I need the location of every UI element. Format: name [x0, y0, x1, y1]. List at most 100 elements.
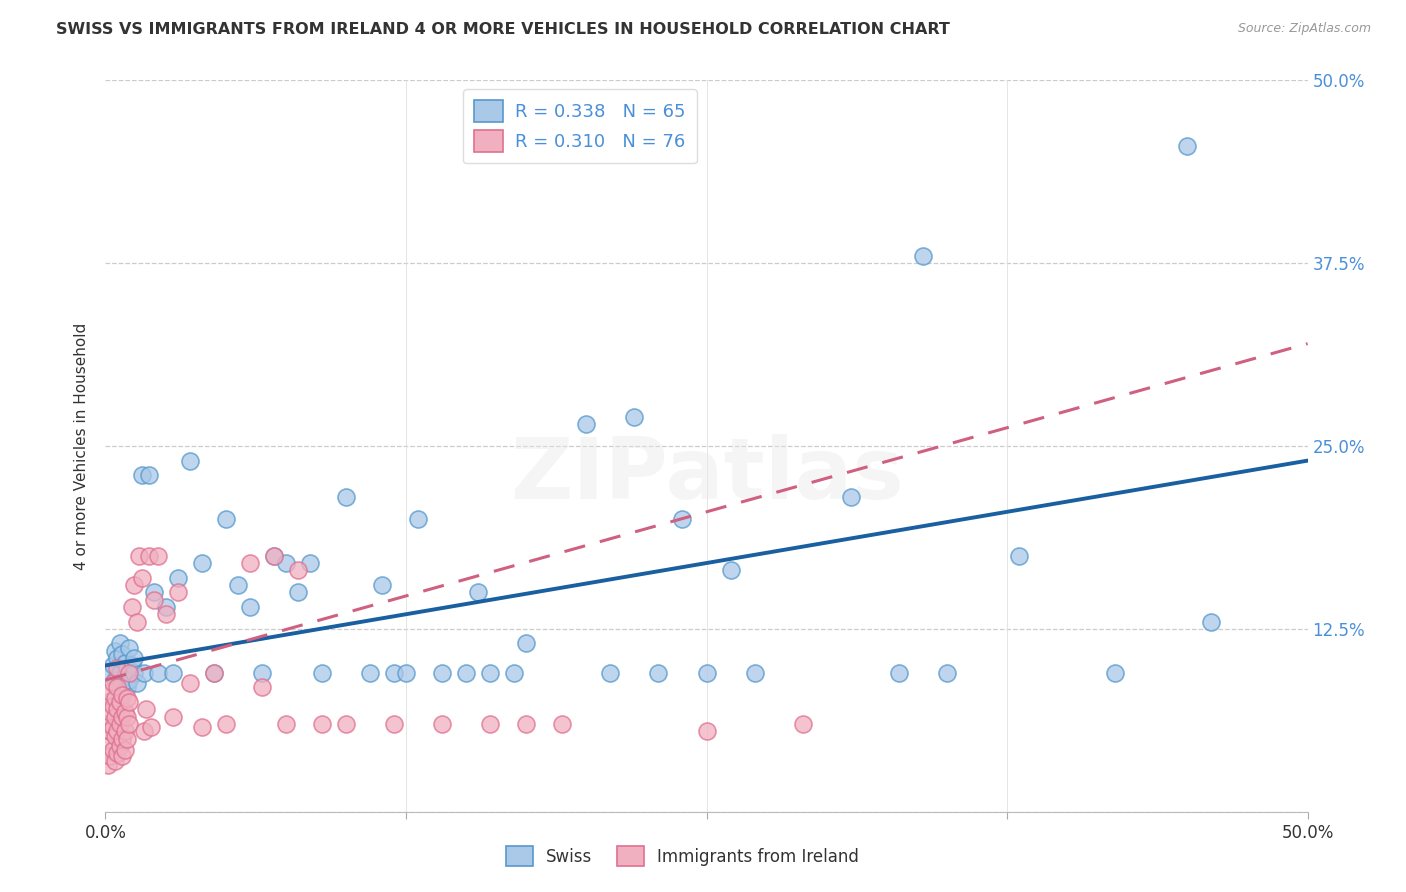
Point	[371, 578, 394, 592]
Point	[118, 640, 141, 655]
Point	[97, 739, 120, 753]
Point	[115, 681, 138, 695]
Point	[118, 717, 141, 731]
Point	[101, 699, 124, 714]
Point	[111, 731, 134, 746]
Point	[479, 665, 502, 680]
Point	[298, 556, 321, 570]
Point	[430, 665, 453, 680]
Point	[250, 665, 273, 680]
Point	[515, 636, 537, 650]
Point	[108, 739, 131, 753]
Point	[108, 717, 131, 731]
Point	[111, 688, 134, 702]
Point	[97, 695, 120, 709]
Point	[467, 585, 489, 599]
Point	[121, 599, 143, 614]
Point	[124, 651, 146, 665]
Point	[131, 571, 153, 585]
Point	[114, 724, 136, 739]
Point	[335, 717, 357, 731]
Point	[311, 717, 333, 731]
Point	[263, 549, 285, 563]
Point	[162, 709, 184, 723]
Point	[101, 720, 124, 734]
Point	[132, 665, 155, 680]
Point	[359, 665, 381, 680]
Point	[115, 709, 138, 723]
Point	[107, 746, 129, 760]
Point	[287, 563, 309, 577]
Point	[131, 468, 153, 483]
Point	[97, 758, 120, 772]
Point	[382, 665, 405, 680]
Point	[121, 658, 143, 673]
Point	[115, 731, 138, 746]
Y-axis label: 4 or more Vehicles in Household: 4 or more Vehicles in Household	[75, 322, 90, 570]
Point	[671, 512, 693, 526]
Point	[124, 578, 146, 592]
Point	[226, 578, 249, 592]
Point	[107, 661, 129, 675]
Point	[101, 743, 124, 757]
Point	[214, 512, 236, 526]
Point	[515, 717, 537, 731]
Point	[148, 549, 170, 563]
Point	[503, 665, 526, 680]
Point	[111, 709, 134, 723]
Point	[311, 665, 333, 680]
Point	[287, 585, 309, 599]
Point	[108, 636, 131, 650]
Point	[274, 717, 297, 731]
Point	[107, 702, 129, 716]
Point	[623, 409, 645, 424]
Point	[124, 665, 146, 680]
Point	[107, 681, 129, 695]
Point	[114, 705, 136, 719]
Point	[115, 690, 138, 705]
Point	[135, 702, 157, 716]
Point	[166, 571, 188, 585]
Point	[125, 615, 148, 629]
Point	[1201, 615, 1223, 629]
Point	[98, 665, 121, 680]
Point	[599, 665, 621, 680]
Point	[115, 661, 138, 675]
Point	[97, 717, 120, 731]
Point	[114, 656, 136, 670]
Point	[139, 720, 162, 734]
Point	[104, 644, 127, 658]
Point	[839, 490, 862, 504]
Point	[887, 665, 910, 680]
Point	[138, 468, 160, 483]
Point	[936, 665, 959, 680]
Point	[114, 743, 136, 757]
Point	[647, 665, 669, 680]
Point	[104, 709, 127, 723]
Point	[104, 754, 127, 768]
Point	[108, 695, 131, 709]
Point	[551, 717, 574, 731]
Point	[190, 720, 212, 734]
Point	[125, 676, 148, 690]
Point	[108, 665, 131, 680]
Point	[430, 717, 453, 731]
Point	[148, 665, 170, 680]
Point	[118, 695, 141, 709]
Point	[179, 453, 201, 467]
Point	[792, 717, 814, 731]
Point	[98, 685, 121, 699]
Point	[162, 665, 184, 680]
Point	[454, 665, 477, 680]
Point	[128, 549, 150, 563]
Point	[118, 665, 141, 680]
Point	[107, 724, 129, 739]
Point	[155, 607, 177, 622]
Point	[166, 585, 188, 599]
Point	[202, 665, 225, 680]
Point	[1175, 139, 1198, 153]
Point	[107, 651, 129, 665]
Text: SWISS VS IMMIGRANTS FROM IRELAND 4 OR MORE VEHICLES IN HOUSEHOLD CORRELATION CHA: SWISS VS IMMIGRANTS FROM IRELAND 4 OR MO…	[56, 22, 950, 37]
Point	[111, 647, 134, 661]
Point	[382, 717, 405, 731]
